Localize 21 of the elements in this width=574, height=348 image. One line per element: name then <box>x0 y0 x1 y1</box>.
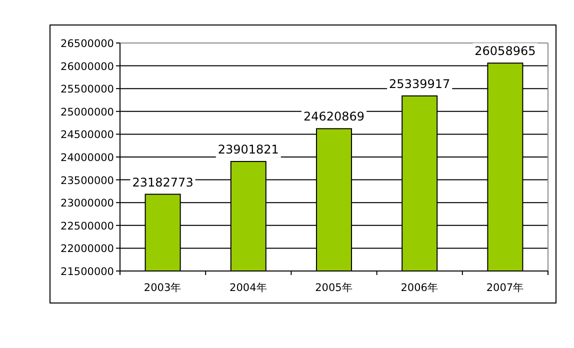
x-tick-label: 2005年 <box>315 282 353 294</box>
data-label: 24620869 <box>303 110 365 124</box>
x-tick-label: 2004年 <box>230 282 268 294</box>
y-tick-label: 21500000 <box>60 266 114 278</box>
y-tick-label: 26500000 <box>60 38 114 50</box>
data-label: 23901821 <box>218 142 279 156</box>
y-tick-label: 22000000 <box>60 243 114 256</box>
y-tick-label: 24000000 <box>60 152 114 164</box>
data-label: 26058965 <box>474 44 536 58</box>
y-tick-label: 22500000 <box>60 220 114 232</box>
y-tick-label: 26000000 <box>60 60 114 73</box>
y-tick-label: 25000000 <box>60 106 114 118</box>
data-label: 23182773 <box>132 175 194 190</box>
x-tick-label: 2003年 <box>144 282 182 294</box>
y-tick-label: 24500000 <box>60 129 114 142</box>
x-tick-label: 2006年 <box>400 282 438 294</box>
y-tick-label: 25500000 <box>60 84 114 96</box>
x-tick-label: 2007年 <box>486 282 524 294</box>
y-tick-label: 23500000 <box>60 174 114 187</box>
data-label: 25339917 <box>389 76 450 91</box>
y-tick-label: 23000000 <box>60 198 114 210</box>
